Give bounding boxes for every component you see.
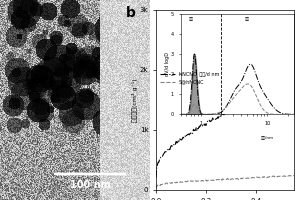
hNCNC  孔径/d nm xyxy=(163,152,166,154)
S@hNCNC xyxy=(154,187,158,189)
Text: 100 nm: 100 nm xyxy=(70,180,110,190)
S@hNCNC xyxy=(163,183,166,185)
hNCNC  孔径/d nm xyxy=(160,156,163,158)
S@hNCNC xyxy=(180,181,184,183)
Text: b: b xyxy=(126,6,136,20)
Line: S@hNCNC: S@hNCNC xyxy=(156,175,294,188)
hNCNC  孔径/d nm xyxy=(280,88,284,90)
Y-axis label: 吸附体积(cm³ g⁻¹): 吸附体积(cm³ g⁻¹) xyxy=(132,78,138,122)
Legend: hNCNC  孔径/d nm, S@hNCNC: hNCNC 孔径/d nm, S@hNCNC xyxy=(158,70,221,87)
Line: hNCNC  孔径/d nm: hNCNC 孔径/d nm xyxy=(156,87,294,177)
S@hNCNC xyxy=(280,175,284,177)
S@hNCNC xyxy=(191,180,195,183)
S@hNCNC xyxy=(288,174,292,177)
hNCNC  孔径/d nm xyxy=(285,89,289,91)
hNCNC  孔径/d nm xyxy=(292,86,296,88)
S@hNCNC xyxy=(160,183,163,186)
hNCNC  孔径/d nm xyxy=(180,139,184,141)
hNCNC  孔径/d nm xyxy=(154,176,158,179)
hNCNC  孔径/d nm xyxy=(191,132,195,134)
S@hNCNC xyxy=(285,174,289,177)
S@hNCNC xyxy=(292,174,296,177)
